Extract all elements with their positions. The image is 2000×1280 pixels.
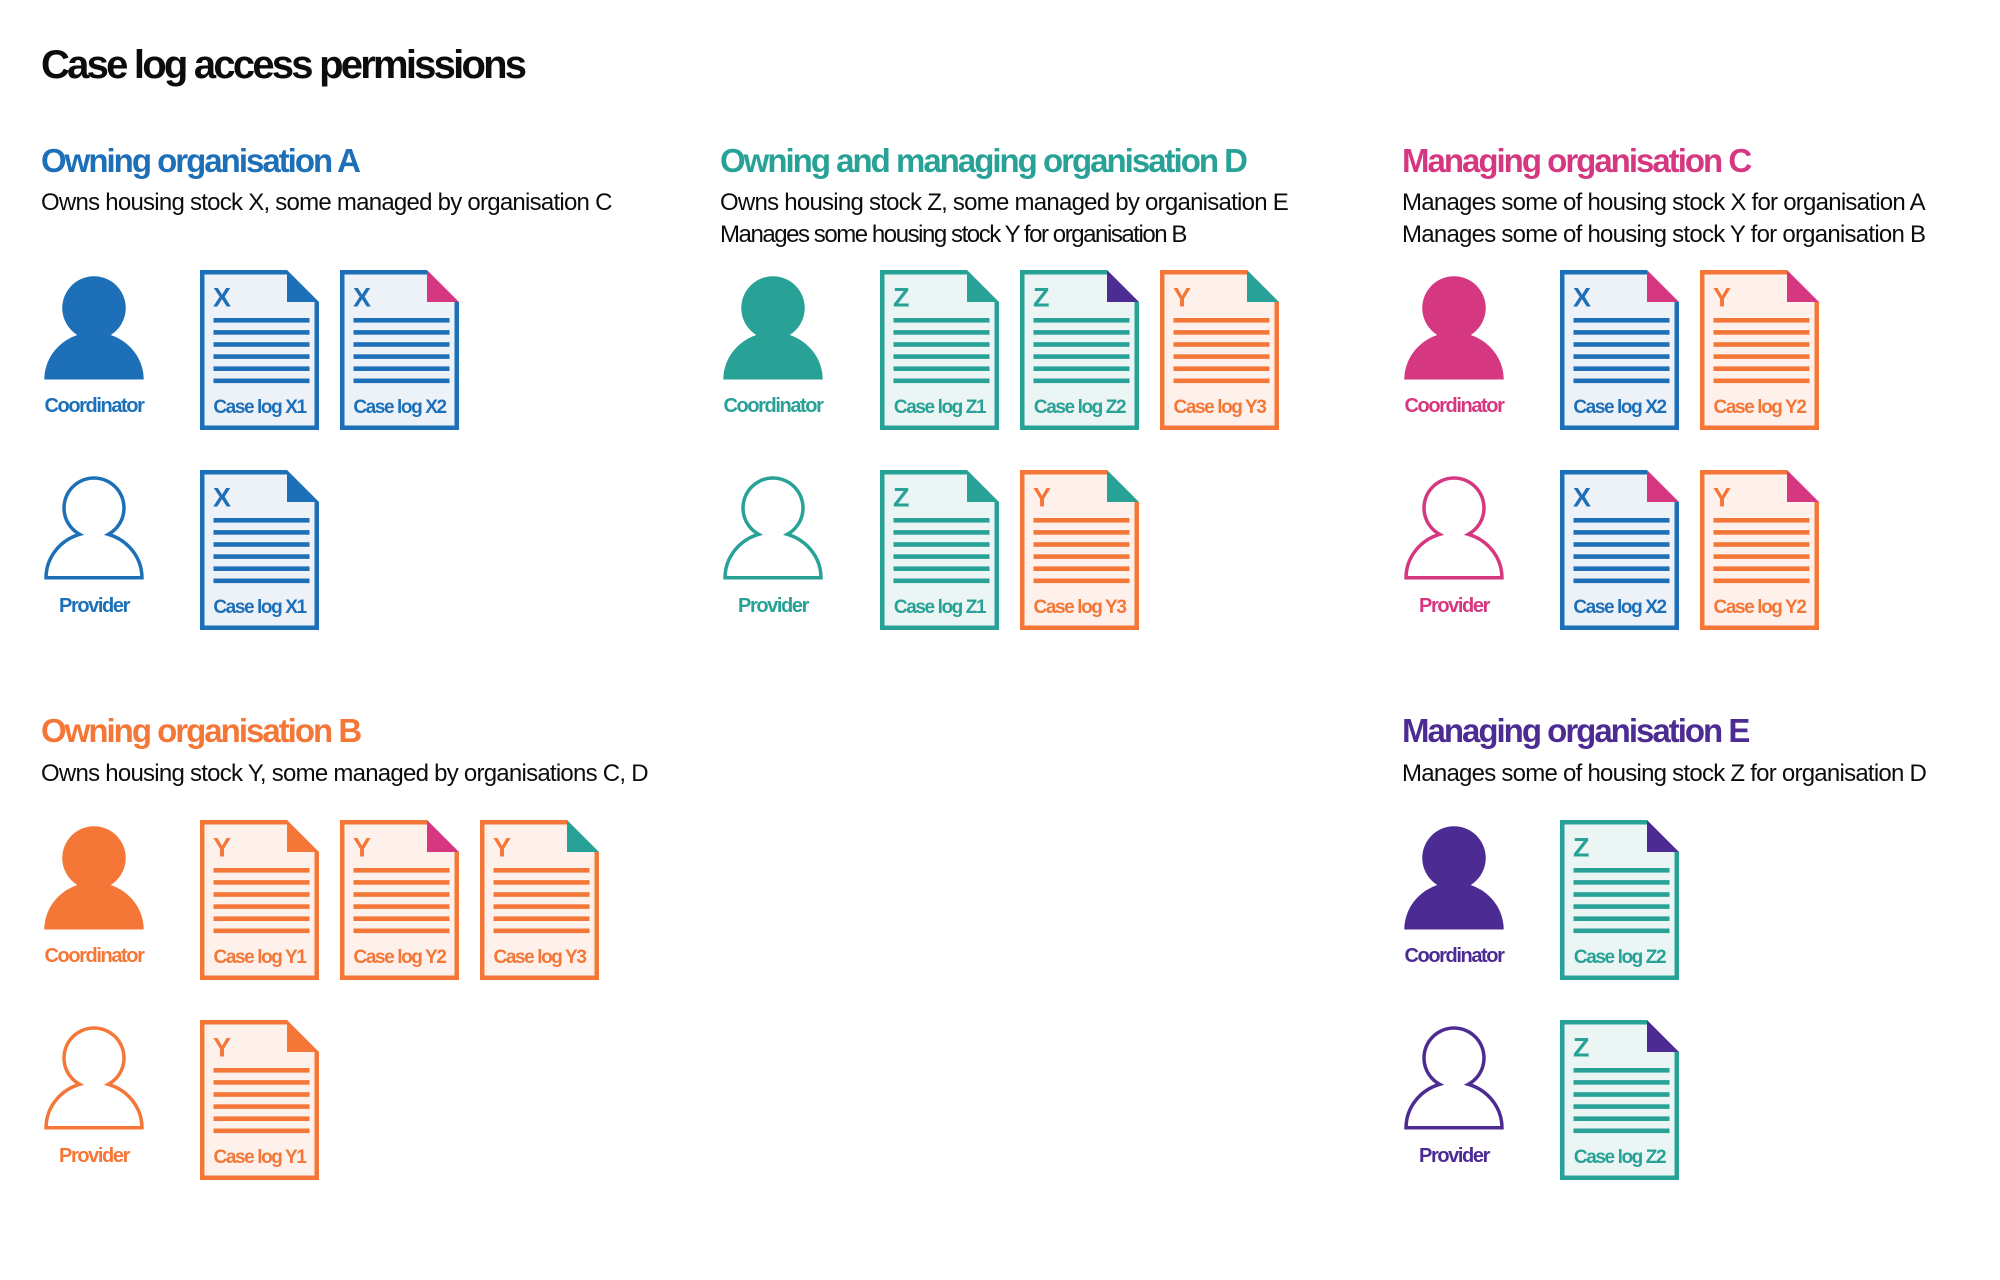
svg-text:Case log Y2: Case log Y2 — [1714, 397, 1807, 418]
svg-text:Case log Y1: Case log Y1 — [214, 947, 308, 968]
svg-text:X: X — [1573, 482, 1591, 512]
svg-text:Y: Y — [1033, 482, 1051, 512]
svg-text:Case log Z1: Case log Z1 — [894, 597, 987, 618]
svg-text:Case log Y3: Case log Y3 — [1034, 597, 1127, 618]
svg-text:Case log Y3: Case log Y3 — [1174, 397, 1267, 418]
svg-text:Case log Z2: Case log Z2 — [1574, 1147, 1666, 1168]
svg-text:Case log X2: Case log X2 — [353, 397, 446, 418]
svg-text:Z: Z — [1573, 832, 1590, 862]
svg-text:Case log Z2: Case log Z2 — [1574, 947, 1666, 968]
svg-text:Y: Y — [1713, 282, 1731, 312]
svg-text:Case log X2: Case log X2 — [1573, 597, 1666, 618]
svg-text:Z: Z — [1573, 1032, 1590, 1062]
svg-text:Case log Y1: Case log Y1 — [214, 1147, 308, 1168]
svg-text:Case log Y2: Case log Y2 — [1714, 597, 1807, 618]
svg-text:Case log Z1: Case log Z1 — [894, 397, 987, 418]
svg-text:Case log Y2: Case log Y2 — [354, 947, 447, 968]
svg-text:Y: Y — [353, 832, 371, 862]
svg-text:Y: Y — [493, 832, 511, 862]
svg-text:Case log X1: Case log X1 — [213, 597, 307, 618]
svg-text:X: X — [1573, 282, 1591, 312]
svg-text:Z: Z — [893, 482, 910, 512]
svg-text:Case log Y3: Case log Y3 — [494, 947, 587, 968]
svg-text:Y: Y — [1173, 282, 1191, 312]
svg-text:Y: Y — [1713, 482, 1731, 512]
svg-text:Y: Y — [213, 1032, 231, 1062]
svg-text:X: X — [353, 282, 371, 312]
svg-text:Z: Z — [893, 282, 910, 312]
svg-text:Y: Y — [213, 832, 231, 862]
svg-text:Case log Z2: Case log Z2 — [1034, 397, 1126, 418]
svg-text:X: X — [213, 282, 231, 312]
svg-text:Case log X1: Case log X1 — [213, 397, 307, 418]
svg-text:Z: Z — [1033, 282, 1050, 312]
svg-text:X: X — [213, 482, 231, 512]
svg-text:Case log X2: Case log X2 — [1573, 397, 1666, 418]
